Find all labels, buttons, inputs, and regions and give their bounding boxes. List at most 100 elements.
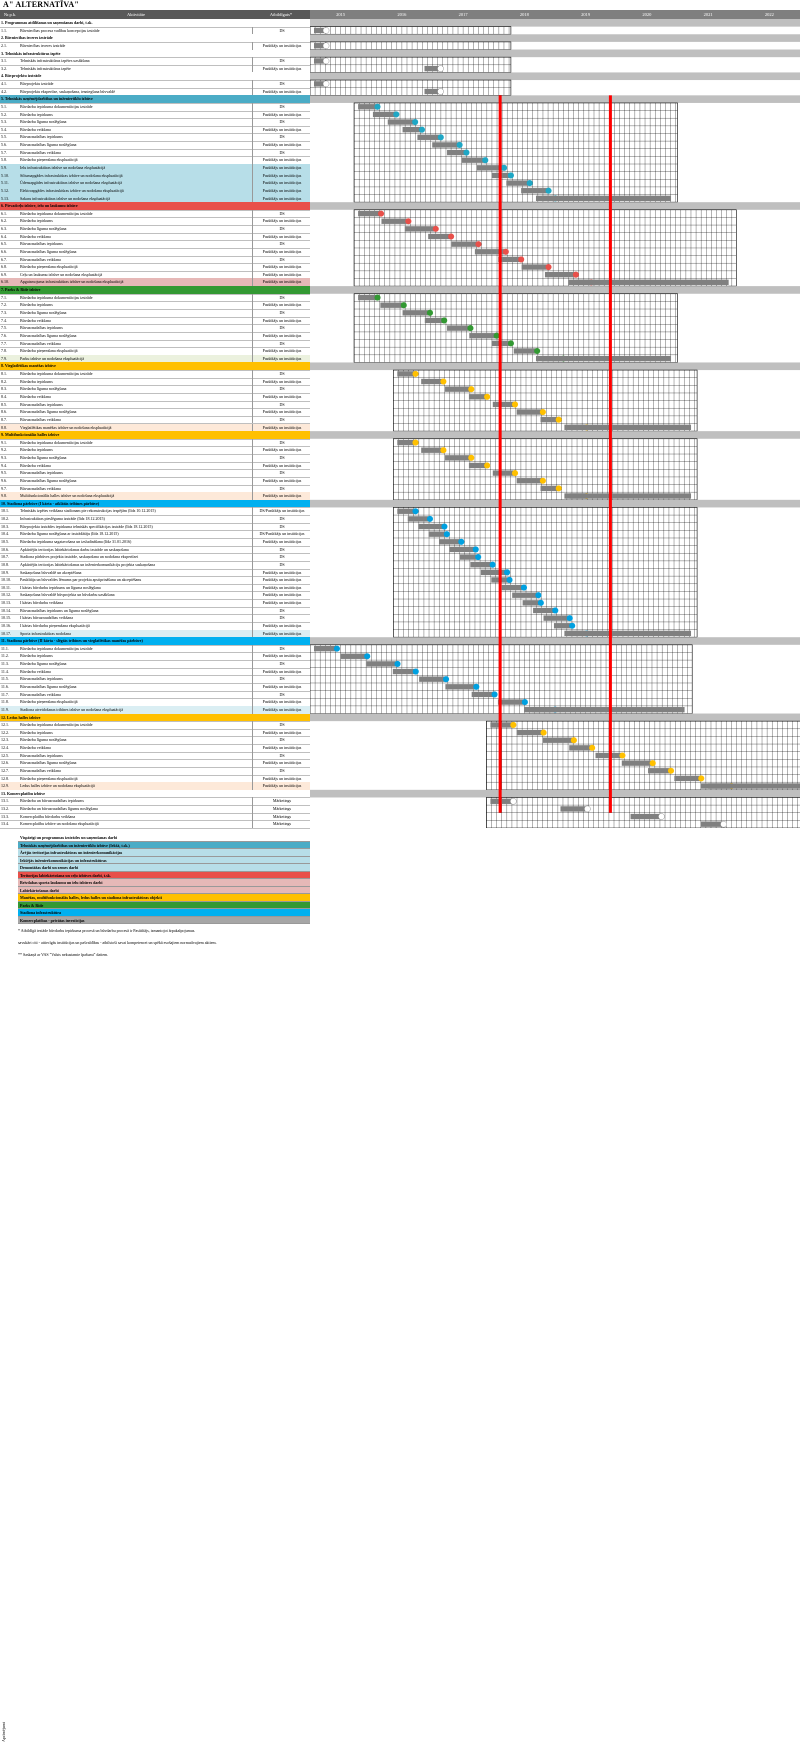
- table-row[interactable]: 5.5. Būvuzraudzības iepirkums DS: [0, 133, 310, 143]
- table-row[interactable]: 11.6. Būvuzraudzības līguma noslēgšana Pas…: [0, 682, 310, 692]
- table-row[interactable]: 6.8. Būvdarbu pieņemšana ekspluatācijā Pas…: [0, 263, 310, 272]
- footnote: savukārt citi - attiecīgās institūcijas …: [18, 940, 217, 945]
- section-header[interactable]: 1. Programmas atdīlīšanas un saņemšanas …: [0, 19, 310, 28]
- table-row[interactable]: 12.6. Būvuzraudzības līguma noslēgšana Pas…: [0, 759, 310, 768]
- table-row[interactable]: 13.1. Būvdarbu un būvuzraudzības iepirkum…: [0, 797, 310, 807]
- section-header[interactable]: 3. Tehniskās infrastruktūras izpēte: [0, 49, 310, 59]
- table-row[interactable]: 6.2. Būvdarbu iepirkums Pasūtītājs un inst…: [0, 217, 310, 227]
- table-row[interactable]: 11.4. Būvdarbu veikšana Pasūtītājs un inst…: [0, 667, 310, 677]
- row-number: 3.2.: [1, 65, 7, 71]
- table-row[interactable]: 10.15. I kārtas būvuzraudzības veikšana DS: [0, 614, 310, 623]
- table-row[interactable]: 8.6. Būvuzraudzības līguma noslēgšana Pasū…: [0, 408, 310, 417]
- table-row[interactable]: 12.2. Būvdarbu iepirkums Pasūtītājs un ins…: [0, 728, 310, 738]
- table-row[interactable]: 11.3. Būvdarbu līguma noslēgšana DS: [0, 660, 310, 669]
- row-activity: Siltumapgādes infrastruktūras izbūve un …: [20, 172, 123, 178]
- table-row[interactable]: 8.2. Būvdarbu iepirkums Pasūtītājs un inst…: [0, 377, 310, 387]
- row-responsible: DS: [252, 225, 310, 233]
- table-row[interactable]: 9.1. Būvdarbu iepirkuma dokumentācijas iz…: [0, 438, 310, 448]
- table-row[interactable]: 12.1. Būvdarbu iepirkuma dokumentācijas i…: [0, 721, 310, 730]
- table-row[interactable]: 10.10. Pasūtītāja un būvvaldes lēmums par…: [0, 576, 310, 585]
- table-row[interactable]: 10.4. Būvdarbu līguma noslēgšana ar izstr…: [0, 530, 310, 539]
- section-header[interactable]: 13. Komercplatību izbūve: [0, 789, 310, 799]
- table-row[interactable]: 5.2. Būvdarbu iepirkums Pasūtītājs un inst…: [0, 110, 310, 120]
- table-row[interactable]: 5.1. Būvdarbu iepirkuma dokumentācijas iz…: [0, 102, 310, 112]
- row-activity: Būvdarbu iepirkuma dokumentācijas izstrā…: [20, 439, 93, 445]
- section-header[interactable]: 4. Būvprojektu izstrāde: [0, 72, 310, 82]
- table-row[interactable]: 7.5. Būvuzraudzības iepirkums DS: [0, 324, 310, 333]
- table-row[interactable]: 10.2. Infrastruktūras pieslēguma izstrāde…: [0, 515, 310, 524]
- table-row[interactable]: 7.4. Būvdarbu veikšana Pasūtītājs un insti…: [0, 316, 310, 326]
- section-header[interactable]: 2. Būvniecības ieceres izstrāde: [0, 34, 310, 43]
- final-bar: [541, 355, 672, 362]
- table-row[interactable]: 10.9. Saskaņošana būvvaldē un akceptēšana…: [0, 568, 310, 578]
- table-row[interactable]: 8.5. Būvuzraudzības iepirkums DS: [0, 400, 310, 410]
- table-row[interactable]: 8.3. Būvdarbu līguma noslēgšana DS: [0, 385, 310, 394]
- table-row[interactable]: 9.4. Būvdarbu veikšana Pasūtītājs un insti…: [0, 461, 310, 471]
- table-row[interactable]: 4.1. Būvprojektu izstrāde DS: [0, 80, 310, 89]
- table-row[interactable]: 6.7. Būvuzraudzības veikšana DS: [0, 255, 310, 265]
- table-row[interactable]: 5.3. Būvdarbu līguma noslēgšana DS: [0, 118, 310, 127]
- table-row[interactable]: 3.1. Tehniskās infrastruktūras izpētes uz…: [0, 57, 310, 66]
- section-header[interactable]: 5. Tehniskās uzņēmējdarbības un inženier…: [0, 95, 310, 104]
- table-row[interactable]: 6.3. Būvdarbu līguma noslēgšana DS: [0, 225, 310, 234]
- table-row[interactable]: 11.7. Būvuzraudzības veikšana DS: [0, 690, 310, 700]
- table-row[interactable]: 7.6. Būvuzraudzības līguma noslēgšana Pasū…: [0, 331, 310, 341]
- table-row[interactable]: 10.8. Apkārtējās teritorijas labiekārtoša…: [0, 560, 310, 570]
- table-row[interactable]: 10.11. I kārtas būvdarbu iepirkums un līg…: [0, 583, 310, 593]
- row-responsible: Pasūtītājs un institūcijas: [252, 568, 310, 577]
- table-row[interactable]: 10.6. Apkārtējās teritorijas labiekārtoša…: [0, 545, 310, 555]
- table-row[interactable]: 5.4. Būvdarbu veikšana Pasūtītājs un insti…: [0, 125, 310, 135]
- table-row[interactable]: 12.3. Būvdarbu līguma noslēgšana DS: [0, 736, 310, 746]
- col-header-num[interactable]: Nr.p.k.: [0, 10, 21, 19]
- table-row[interactable]: 8.1. Būvdarbu iepirkuma dokumentācijas iz…: [0, 370, 310, 379]
- table-row[interactable]: 9.3. Būvdarbu līguma noslēgšana DS: [0, 454, 310, 463]
- table-row[interactable]: 10.12. Saskaņošana būvvaldē būvprojekta u…: [0, 591, 310, 601]
- table-row[interactable]: 6.1. Būvdarbu iepirkuma dokumentācijas iz…: [0, 209, 310, 219]
- table-row[interactable]: 12.5. Būvuzraudzības iepirkums DS: [0, 751, 310, 761]
- table-row[interactable]: 9.2. Būvdarbu iepirkums Pasūtītājs un inst…: [0, 446, 310, 456]
- table-row[interactable]: 5.6. Būvuzraudzības līguma noslēgšana Pasū…: [0, 141, 310, 150]
- section-header[interactable]: 6. Pievadceļu izbūve, ielu un laukumu iz…: [0, 202, 310, 211]
- section-header[interactable]: 10. Stadiona pārbūve (I kārta - atklātās…: [0, 499, 310, 509]
- table-row[interactable]: 7.3. Būvdarbu līguma noslēgšana DS: [0, 309, 310, 318]
- row-responsible: DS: [252, 690, 310, 699]
- table-row[interactable]: 10.7. Stadiona pārbūves projekta izstrāde…: [0, 553, 310, 562]
- section-header[interactable]: 11. Stadiona pārbūve (II kārta - slēgtās…: [0, 637, 310, 646]
- col-header-activity[interactable]: Aktivitāte: [20, 10, 253, 19]
- row-activity: Būvuzraudzības līguma noslēgšana: [20, 409, 77, 415]
- table-row[interactable]: 9.5. Būvuzraudzības iepirkums DS: [0, 469, 310, 478]
- section-header[interactable]: 8. Vieglatlētikas manēžas izbūve: [0, 362, 310, 372]
- table-row[interactable]: 10.1. Tehniskās izpētes veikšana stadiona…: [0, 507, 310, 517]
- table-row[interactable]: 12.4. Būvdarbu veikšana Pasūtītājs un inst…: [0, 744, 310, 753]
- row-number: 9.3.: [1, 455, 7, 461]
- milestone-marker: [468, 386, 475, 393]
- table-row[interactable]: 10.3. Būvprojekta izstrādes iepirkuma teh…: [0, 522, 310, 532]
- table-row[interactable]: 7.7. Būvuzraudzības veikšana DS: [0, 339, 310, 349]
- table-row[interactable]: 11.5. Būvuzraudzības iepirkums DS: [0, 675, 310, 684]
- table-row[interactable]: 7.2. Būvdarbu iepirkums Pasūtītājs un inst…: [0, 301, 310, 310]
- table-row[interactable]: 11.2. Būvdarbu iepirkums Pasūtītājs un ins…: [0, 652, 310, 662]
- table-row[interactable]: 10.13. I kārtas būvdarbu veikšana Pasūtītā…: [0, 599, 310, 608]
- table-row[interactable]: 13.4. Komercplatību izbūve un nodošana ek…: [0, 820, 310, 829]
- table-row[interactable]: 7.1. Būvdarbu iepirkuma dokumentācijas iz…: [0, 293, 310, 303]
- table-row[interactable]: 6.6. Būvuzraudzības līguma noslēgšana Pasū…: [0, 247, 310, 257]
- section-header[interactable]: 12. Ledus halles izbūve: [0, 713, 310, 723]
- table-row[interactable]: 13.2. Būvdarbu un būvuzraudzības līgumu n…: [0, 805, 310, 814]
- table-row[interactable]: 13.3. Komercplatību būvdarbu veikšana Mārk…: [0, 812, 310, 822]
- table-row[interactable]: 8.4. Būvdarbu veikšana Pasūtītājs un insti…: [0, 392, 310, 402]
- section-header[interactable]: 7. Parks & Ride izbūve: [0, 286, 310, 295]
- table-row[interactable]: 6.4. Būvdarbu veikšana Pasūtītājs un insti…: [0, 232, 310, 242]
- table-row[interactable]: 5.7. Būvuzraudzības veikšana DS: [0, 148, 310, 158]
- col-header-responsible[interactable]: Atbildīgais*: [252, 10, 311, 19]
- table-row[interactable]: 12.7. Būvuzraudzības veikšana DS: [0, 766, 310, 776]
- section-header[interactable]: 9. Multifunkcionālās halles izbūve: [0, 431, 310, 440]
- row-activity: Būvdarbu iepirkums: [20, 218, 53, 224]
- table-row[interactable]: 6.5. Būvuzraudzības iepirkums DS: [0, 240, 310, 249]
- row-responsible: Mārketings: [252, 805, 310, 813]
- task-bar: [358, 104, 378, 110]
- table-row[interactable]: 11.1. Būvdarbu iepirkuma dokumentācijas i…: [0, 644, 310, 654]
- task-bar: [428, 233, 452, 240]
- table-row[interactable]: 10.14. Būvuzraudzības iepirkums un līguma…: [0, 606, 310, 616]
- table-row[interactable]: 9.6. Būvuzraudzības līguma noslēgšana Pasū…: [0, 476, 310, 486]
- table-row[interactable]: 10.5. Būvdarbu iepirkuma sagatavošana un …: [0, 537, 310, 547]
